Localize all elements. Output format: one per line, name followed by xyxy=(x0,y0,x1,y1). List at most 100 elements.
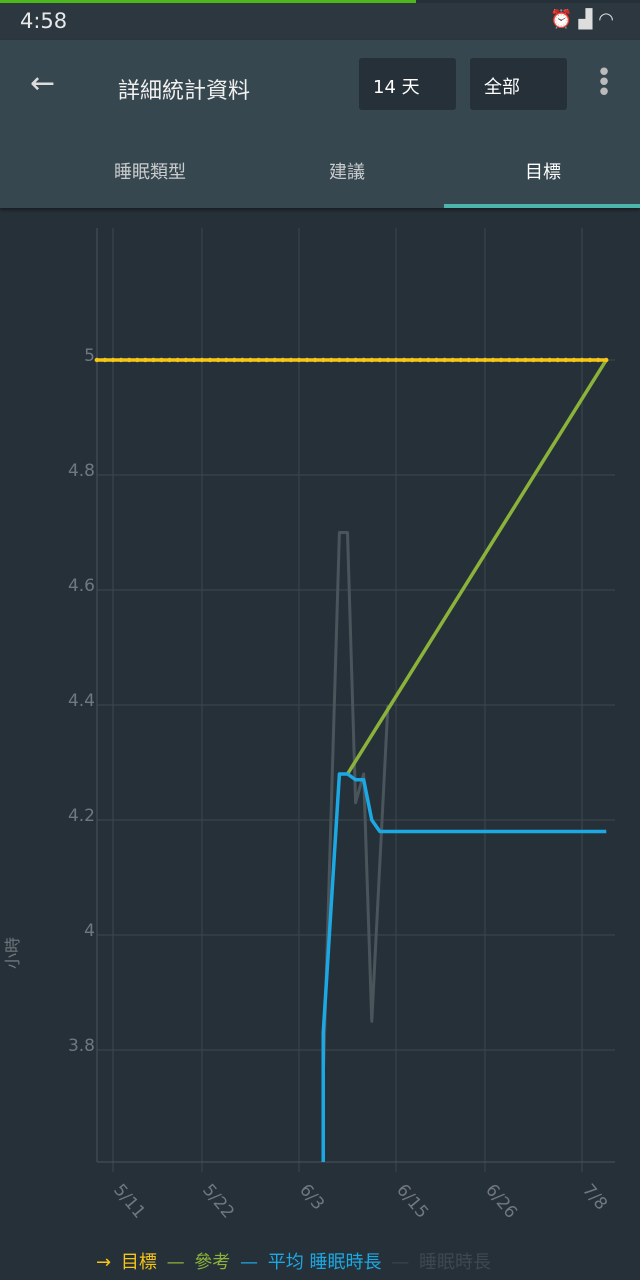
app-bar: ← 詳細統計資料 14 天 全部 • • • 睡眠類型 建議 目標 xyxy=(0,40,640,208)
wifi-icon: ◠ xyxy=(598,9,620,30)
goal-point xyxy=(393,357,399,363)
goal-point xyxy=(579,357,585,363)
clock: 4:58 xyxy=(20,9,68,33)
goal-point xyxy=(240,357,245,363)
goal-point xyxy=(272,357,277,363)
active-tab-indicator xyxy=(444,204,640,208)
series-line-2 xyxy=(321,772,607,1162)
goal-point xyxy=(401,357,407,363)
y-tick-label: 3.8 xyxy=(68,1036,95,1056)
goal-point xyxy=(232,357,237,363)
goal-point xyxy=(563,357,569,363)
goal-point xyxy=(458,357,463,363)
goal-point xyxy=(490,357,496,363)
tab-sleep-type[interactable]: 睡眠類型 xyxy=(114,162,186,183)
goal-point xyxy=(248,357,253,363)
goal-point xyxy=(110,357,116,363)
goal-point xyxy=(215,357,221,363)
goal-point xyxy=(175,357,180,363)
goal-point xyxy=(474,357,480,363)
goal-point xyxy=(224,357,229,363)
back-arrow-icon[interactable]: ← xyxy=(30,66,56,101)
legend-reference[interactable]: 參考 xyxy=(194,1252,231,1273)
hd-signal-icon: ▟ xyxy=(578,9,599,30)
tab-goal[interactable]: 目標 xyxy=(525,162,561,183)
goal-point xyxy=(353,357,358,363)
x-tick-label: 6/26 xyxy=(481,1180,521,1222)
goal-point xyxy=(482,357,488,363)
goal-point xyxy=(523,357,528,363)
goal-point xyxy=(183,357,188,363)
y-tick-label: 4.2 xyxy=(68,806,95,826)
y-tick-label: 4.8 xyxy=(68,461,95,481)
x-tick-label: 5/22 xyxy=(198,1180,238,1222)
goal-point xyxy=(539,357,544,363)
goal-point xyxy=(507,357,512,363)
goal-point xyxy=(515,357,520,363)
x-tick-label: 6/3 xyxy=(295,1180,328,1214)
filter-selector[interactable]: 全部 xyxy=(470,58,567,110)
goal-point xyxy=(199,357,205,363)
goal-point xyxy=(531,357,536,363)
x-tick-label: 7/8 xyxy=(578,1180,611,1214)
goal-point xyxy=(377,357,383,363)
goal-point xyxy=(102,357,108,363)
goal-point xyxy=(151,357,156,363)
x-tick-label: 6/15 xyxy=(392,1180,432,1222)
goal-point xyxy=(126,357,132,363)
goal-point xyxy=(587,357,593,363)
legend: → 目標 — 參考 — 平均 睡眠時長 — 睡眠時長 xyxy=(96,1252,491,1273)
x-tick-label: 5/11 xyxy=(109,1180,149,1222)
legend-duration[interactable]: 睡眠時長 xyxy=(418,1252,491,1273)
goal-point xyxy=(288,357,294,363)
series-line-1 xyxy=(346,359,608,775)
goal-point xyxy=(312,357,318,363)
y-tick-label: 4.4 xyxy=(68,691,95,711)
goal-point xyxy=(304,357,310,363)
goal-point xyxy=(409,357,415,363)
goal-legend-marker-icon: → xyxy=(96,1252,112,1273)
legend-goal[interactable]: 目標 xyxy=(120,1252,157,1273)
alarm-icon: ⏰ xyxy=(550,9,579,30)
series-line-3 xyxy=(321,531,390,1079)
goal-point xyxy=(191,357,197,363)
goal-point xyxy=(264,357,269,363)
goal-point xyxy=(296,357,302,363)
goal-point xyxy=(207,357,213,363)
loading-progress-bar xyxy=(0,0,416,3)
goal-point xyxy=(418,357,423,363)
goal-point xyxy=(426,357,431,363)
goal-point xyxy=(369,357,374,363)
goal-point xyxy=(498,357,504,363)
goal-point xyxy=(434,357,439,363)
goal-point xyxy=(345,357,350,363)
page-title: 詳細統計資料 xyxy=(118,79,251,104)
goal-point xyxy=(167,357,172,363)
goal-point xyxy=(547,357,552,363)
goal-point xyxy=(555,357,560,363)
range-selector[interactable]: 14 天 xyxy=(359,58,456,110)
goal-point xyxy=(256,357,261,363)
y-axis-label: 小時 xyxy=(3,937,22,969)
goal-point xyxy=(442,357,447,363)
goal-point xyxy=(159,357,164,363)
y-tick-label: 5 xyxy=(84,346,95,366)
legend-average-duration[interactable]: 平均 睡眠時長 xyxy=(267,1252,382,1273)
goal-point xyxy=(466,357,471,363)
tab-advice[interactable]: 建議 xyxy=(329,162,365,183)
goal-point xyxy=(450,357,455,363)
status-bar: 4:58 ⏰▟◠ xyxy=(0,3,640,40)
goal-point xyxy=(595,357,601,363)
goal-line-chart: 3.8 4 4.2 4.4 4.6 4.8 5 5/11 5/22 6/3 6/15 6/26 7/8 小… xyxy=(3,228,615,1222)
goal-point xyxy=(94,357,100,363)
goal-point xyxy=(135,357,140,363)
y-tick-label: 4 xyxy=(84,921,95,941)
goal-point xyxy=(361,357,366,363)
goal-point xyxy=(385,357,391,363)
goal-point xyxy=(337,357,342,363)
more-options-icon[interactable]: • • • xyxy=(596,58,612,108)
goal-point xyxy=(143,357,148,363)
goal-point xyxy=(280,357,286,363)
goal-point xyxy=(604,357,609,363)
y-tick-label: 4.6 xyxy=(68,576,95,596)
